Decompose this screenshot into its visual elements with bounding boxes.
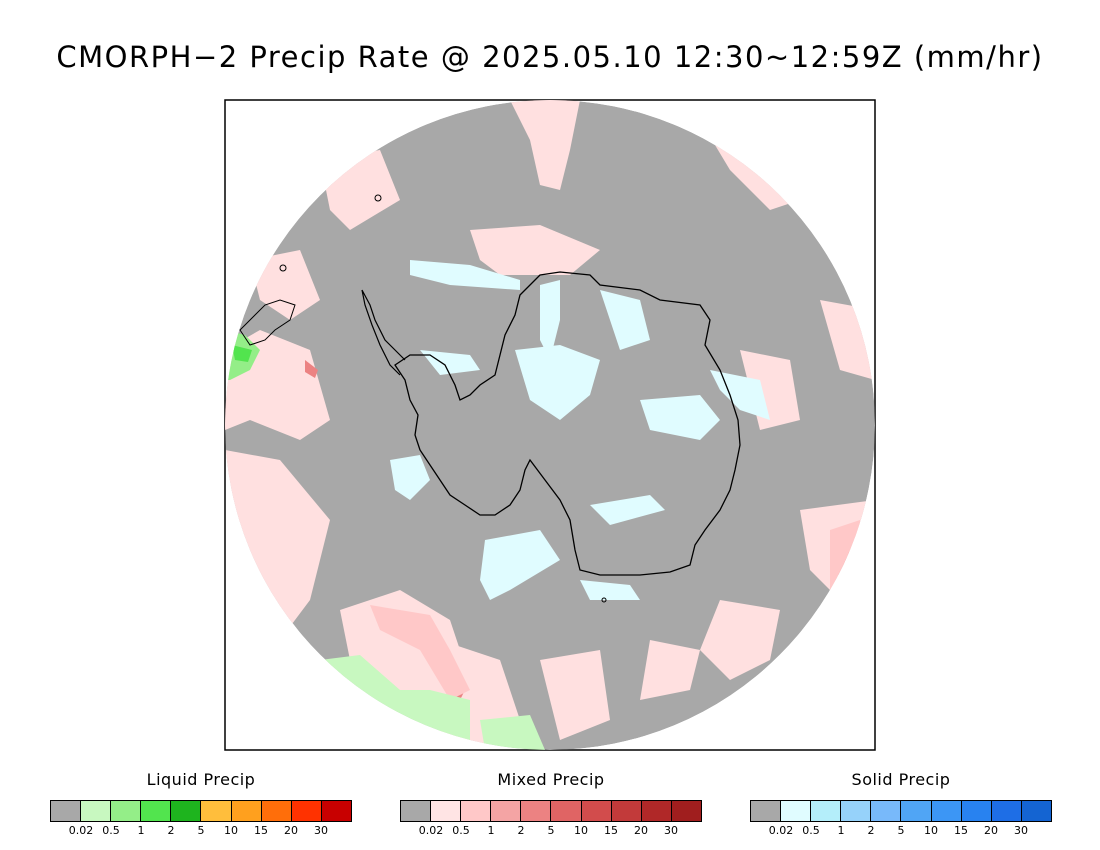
legend-title: Solid Precip: [851, 770, 951, 789]
legend-title: Liquid Precip: [146, 770, 256, 789]
legend-swatch: [171, 801, 202, 821]
legend-swatch: [991, 801, 1022, 821]
legend-tick-label: 20: [284, 824, 298, 837]
legend-swatch: [961, 801, 992, 821]
legend-tick-label: 0.02: [768, 824, 794, 837]
legend-swatch: [291, 801, 322, 821]
legend-swatch: [81, 801, 112, 821]
island: [279, 264, 287, 272]
legend-swatch: [1021, 801, 1051, 821]
legend-swatch: [261, 801, 292, 821]
legend-tick-label: 5: [197, 824, 205, 837]
legend-tick-label: 0.02: [68, 824, 94, 837]
legend-tick-label: 1: [837, 824, 845, 837]
page-title: CMORPH−2 Precip Rate @ 2025.05.10 12:30~…: [56, 40, 1044, 74]
legend-swatch: [811, 801, 842, 821]
legend-color-bar: [50, 800, 352, 822]
legend-swatch: [641, 801, 672, 821]
legend-tick-label: 10: [224, 824, 238, 837]
south-america-coastline: [239, 299, 296, 346]
legend-title: Mixed Precip: [497, 770, 605, 789]
legend-tick-label: 15: [254, 824, 268, 837]
island: [601, 597, 607, 603]
legend-swatch: [231, 801, 262, 821]
polar-disk: [225, 100, 875, 750]
legend-swatch: [841, 801, 872, 821]
legend-tick-label: 20: [984, 824, 998, 837]
legend-swatch: [461, 801, 492, 821]
legend-tick-label: 1: [137, 824, 145, 837]
legend-color-bar: [400, 800, 702, 822]
legend-tick-label: 30: [1014, 824, 1028, 837]
island: [374, 194, 382, 202]
legend-tick-label: 2: [517, 824, 525, 837]
legend-swatch: [321, 801, 351, 821]
legend-swatch: [781, 801, 812, 821]
legend-tick-label: 10: [924, 824, 938, 837]
legend-tick-label: 5: [547, 824, 555, 837]
legend-swatch: [551, 801, 582, 821]
legend-color-bar: [750, 800, 1052, 822]
solid-precip-areas: [390, 260, 770, 600]
legend-swatch: [431, 801, 462, 821]
legend-tick-label: 15: [604, 824, 618, 837]
legend-tick-label: 0.5: [102, 824, 120, 837]
legend-swatch: [611, 801, 642, 821]
legend-tick-label: 15: [954, 824, 968, 837]
legend-tick-label: 30: [314, 824, 328, 837]
antarctica-coastline: [394, 271, 741, 576]
legend-swatch: [111, 801, 142, 821]
legend-swatch: [931, 801, 962, 821]
legend-swatch: [51, 801, 82, 821]
legend-swatch: [141, 801, 172, 821]
legend-swatch: [581, 801, 612, 821]
legend-swatch: [521, 801, 552, 821]
legend-swatch: [871, 801, 902, 821]
legend-tick-label: 2: [167, 824, 175, 837]
legend-swatch: [751, 801, 782, 821]
legend-tick-label: 10: [574, 824, 588, 837]
legend-tick-label: 2: [867, 824, 875, 837]
antarctic-peninsula: [361, 289, 406, 376]
legend-swatch: [491, 801, 522, 821]
legend-swatch: [401, 801, 432, 821]
legend-swatch: [671, 801, 701, 821]
legend-swatch: [901, 801, 932, 821]
legend-tick-label: 0.5: [802, 824, 820, 837]
legend-tick-label: 30: [664, 824, 678, 837]
legend-tick-label: 1: [487, 824, 495, 837]
legend-tick-label: 0.5: [452, 824, 470, 837]
legend-swatch: [201, 801, 232, 821]
precip-field: [225, 100, 875, 750]
legend-tick-label: 0.02: [418, 824, 444, 837]
legend-tick-label: 5: [897, 824, 905, 837]
legend-tick-label: 20: [634, 824, 648, 837]
